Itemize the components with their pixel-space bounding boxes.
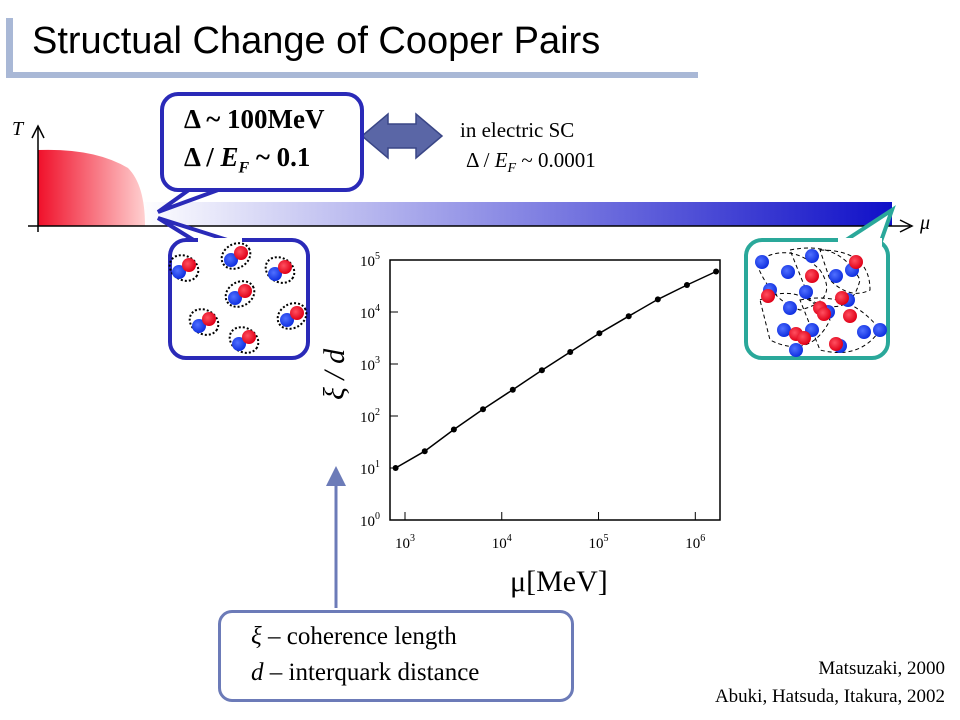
chart-data-point [538,367,545,374]
chart-data-point [683,282,690,289]
chart-data-point [450,426,457,433]
blue-quark [783,301,797,315]
chart-series-points [392,268,720,471]
reference-2: Abuki, Hatsuda, Itakura, 2002 [714,686,945,707]
definition-xi: ξ – coherence length [251,623,457,650]
red-quark [761,289,775,303]
y-tick-label: 102 [360,407,380,426]
blue-quark [805,249,819,263]
blue-quark [280,313,294,327]
red-quark [238,284,252,298]
y-tick-label: 105 [360,251,380,270]
chart-y-label: ξ / d [318,348,351,400]
gap-bubble: Δ ~ 100MeV Δ / EF ~ 0.1 [160,92,364,192]
blue-quark [781,265,795,279]
red-quark [202,312,216,326]
y-tick-label: 100 [360,511,380,530]
red-quark [797,331,811,345]
red-quark [817,307,831,321]
t-axis-arrowhead [31,124,45,139]
blue-quark [777,323,791,337]
chart-data-point [392,465,399,471]
blue-quark [268,267,282,281]
definition-box: ξ – coherence length d – interquark dist… [218,610,574,702]
superconducting-region [38,149,145,226]
chart-data-point [596,330,603,337]
x-tick-label: 105 [589,533,609,552]
chart-data-point [480,406,487,413]
blue-quark [829,269,843,283]
mu-gradient-band [140,202,892,226]
chart-frame [389,259,721,521]
red-quark [234,246,248,260]
y-tick-label: 104 [360,303,380,322]
blue-quark [799,285,813,299]
mu-axis-arrowhead [899,219,914,233]
comparison-double-arrow [360,112,444,160]
title-underline [6,72,698,78]
red-quark [278,260,292,274]
red-quark [182,258,196,272]
chart-data-point [567,349,574,356]
coherence-chart: 103 104 105 106 100 101 102 103 104 105 [360,251,721,552]
chart-data-point [509,386,516,393]
chart-data-point [625,313,632,320]
red-quark [242,330,256,344]
pointer-arrow-head [326,466,346,486]
gap-value: Δ ~ 100MeV [184,104,325,134]
red-quark [843,309,857,323]
pair-boundary [220,242,252,270]
electric-sc-label: in electric SC [460,118,575,142]
pair-boundary [819,249,871,294]
bcs-quark-cloud [755,247,887,357]
title-accent-bar [6,18,13,76]
red-quark [835,291,849,305]
pair-boundary [799,297,881,353]
page-title: Structual Change of Cooper Pairs [32,20,601,62]
chart-data-point [421,448,428,455]
t-axis-label: T [12,118,24,140]
blue-quark [857,325,871,339]
bec-quark-pairs [168,242,308,354]
blue-quark [228,291,242,305]
reference-1: Matsuzaki, 2000 [818,658,945,679]
gap-ratio: Δ / EF ~ 0.1 [184,142,311,177]
red-quark [829,337,843,351]
chart-ticks: 103 104 105 106 100 101 102 103 104 105 [360,251,705,552]
blue-quark [755,255,769,269]
x-tick-label: 104 [492,533,512,552]
blue-quark [789,343,803,357]
chart-series-line [395,270,717,469]
chart-data-point [654,296,661,303]
x-tick-label: 106 [685,533,705,552]
blue-quark [224,253,238,267]
definition-d: d – interquark distance [251,659,480,686]
y-tick-label: 101 [360,459,380,478]
chart-data-point [713,268,720,275]
pair-boundary [276,302,308,330]
x-tick-label: 103 [395,533,415,552]
y-tick-label: 103 [360,355,380,374]
blue-quark [192,319,206,333]
pair-boundary [759,292,831,348]
mu-axis-label: μ [920,212,931,234]
blue-quark [232,337,246,351]
electric-sc-ratio: Δ / EF ~ 0.0001 [466,148,596,177]
red-quark [849,255,863,269]
blue-quark [172,265,186,279]
blue-quark [873,323,887,337]
red-quark [290,306,304,320]
red-quark [805,269,819,283]
chart-x-label: μ[MeV] [510,565,608,598]
pair-boundary [224,280,256,308]
